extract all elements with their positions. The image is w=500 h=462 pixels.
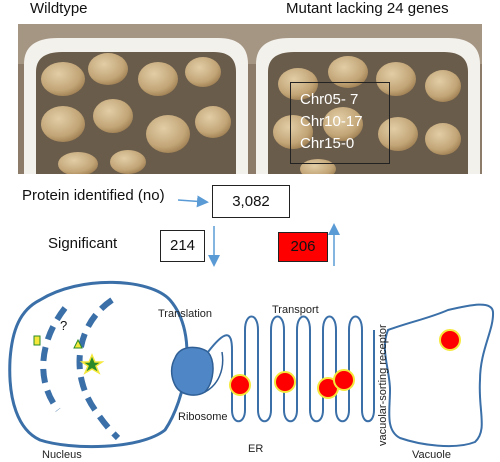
translation-label: Translation (158, 308, 212, 320)
chromosome-line-1: Chr05- 7 (300, 91, 359, 108)
seed-photo (18, 24, 482, 174)
significant-label: Significant (48, 235, 118, 252)
er-membrane (207, 315, 375, 423)
er-protein-dot-1 (229, 374, 251, 396)
er-label: ER (248, 443, 263, 455)
mutant-label: Mutant lacking 24 genes (286, 0, 449, 17)
yellow-marker-icon (33, 335, 41, 346)
transport-label: Transport (272, 304, 319, 316)
seeds-right (273, 56, 461, 174)
ribosome-shape (170, 346, 214, 396)
vacuolar-sorting-receptor-label: vacuolar-sorting receptor (377, 324, 389, 446)
star-marker-icon (79, 353, 105, 375)
nucleus-label: Nucleus (42, 449, 82, 461)
nucleus-chromatin-right (76, 297, 121, 441)
vacuole-protein-dot (439, 329, 461, 351)
nucleus-membrane (8, 280, 189, 449)
wildtype-label: Wildtype (30, 0, 88, 17)
triangle-marker-icon (73, 338, 83, 349)
significant-down-box: 214 (160, 230, 205, 262)
er-protein-dot-4 (333, 369, 355, 391)
protein-count-box: 3,082 (212, 185, 290, 218)
nucleus-chromatin-left (40, 306, 68, 412)
ribosome-mrna (204, 351, 224, 393)
chromosome-line-3: Chr15-0 (300, 135, 355, 152)
er-protein-dot-2 (274, 371, 296, 393)
seeds-left (41, 53, 231, 174)
vacuole-membrane (383, 303, 495, 448)
chromosome-box: Chr05- 7 Chr10-17 Chr15-0 (290, 82, 390, 164)
ribosome-label: Ribosome (178, 411, 228, 423)
chromosome-line-2: Chr10-17 (300, 113, 363, 130)
nucleus-question-mark: ? (60, 318, 67, 333)
er-proteins (229, 369, 355, 399)
arrow-right-icon (177, 195, 209, 208)
protein-identified-label: Protein identified (no) (22, 187, 165, 204)
significant-up-box: 206 (278, 232, 328, 262)
vacuole-label: Vacuole (412, 449, 451, 461)
